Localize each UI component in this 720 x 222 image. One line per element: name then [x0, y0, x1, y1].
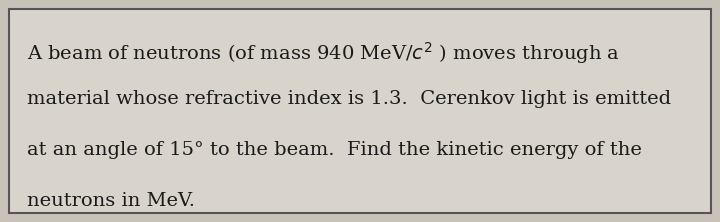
- Text: at an angle of 15° to the beam.  Find the kinetic energy of the: at an angle of 15° to the beam. Find the…: [27, 141, 642, 159]
- Text: material whose refractive index is 1.3.  Cerenkov light is emitted: material whose refractive index is 1.3. …: [27, 90, 672, 108]
- FancyBboxPatch shape: [9, 9, 711, 213]
- Text: A beam of neutrons (of mass 940 MeV/$c^{2}$ ) moves through a: A beam of neutrons (of mass 940 MeV/$c^{…: [27, 40, 621, 66]
- Text: neutrons in MeV.: neutrons in MeV.: [27, 192, 195, 210]
